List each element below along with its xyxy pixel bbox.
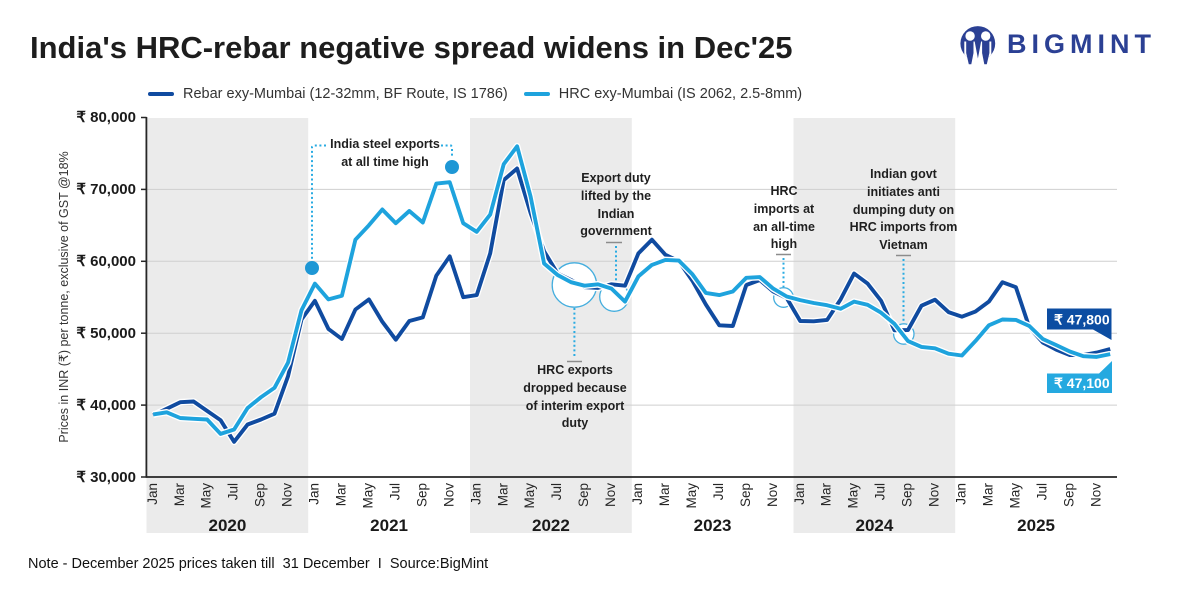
svg-text:May: May	[684, 483, 699, 509]
svg-text:Jul: Jul	[711, 483, 726, 500]
svg-text:May: May	[522, 483, 537, 509]
svg-text:₹ 47,100: ₹ 47,100	[1054, 375, 1110, 391]
svg-text:Jul: Jul	[549, 483, 564, 500]
svg-text:₹ 60,000: ₹ 60,000	[76, 253, 136, 270]
svg-text:2022: 2022	[532, 516, 570, 535]
svg-text:Nov: Nov	[603, 483, 618, 507]
svg-text:₹ 47,800: ₹ 47,800	[1054, 312, 1110, 328]
svg-text:Sep: Sep	[253, 483, 268, 507]
svg-text:Prices in INR (₹) per tonne, e: Prices in INR (₹) per tonne, exclusive o…	[57, 151, 71, 442]
svg-text:May: May	[199, 483, 214, 509]
svg-text:Mar: Mar	[819, 482, 834, 506]
svg-text:BIGMINT: BIGMINT	[1007, 29, 1156, 59]
svg-text:2020: 2020	[208, 516, 246, 535]
svg-text:Jul: Jul	[873, 483, 888, 500]
svg-text:Mar: Mar	[333, 482, 348, 506]
svg-text:May: May	[846, 483, 861, 509]
svg-text:Sep: Sep	[576, 483, 591, 507]
svg-text:Nov: Nov	[441, 483, 456, 507]
svg-text:Mar: Mar	[980, 482, 995, 506]
svg-text:2021: 2021	[370, 516, 408, 535]
svg-text:Sep: Sep	[900, 483, 915, 507]
svg-text:2023: 2023	[694, 516, 732, 535]
svg-text:Jan: Jan	[792, 483, 807, 505]
svg-text:2025: 2025	[1017, 516, 1055, 535]
svg-text:Sep: Sep	[738, 483, 753, 507]
svg-text:Nov: Nov	[1088, 483, 1103, 507]
svg-text:May: May	[1007, 483, 1022, 509]
svg-text:₹ 40,000: ₹ 40,000	[76, 397, 136, 414]
svg-text:May: May	[360, 483, 375, 509]
svg-text:Sep: Sep	[414, 483, 429, 507]
svg-text:₹ 80,000: ₹ 80,000	[76, 109, 136, 126]
svg-text:Jul: Jul	[1034, 483, 1049, 500]
svg-text:₹ 30,000: ₹ 30,000	[76, 469, 136, 486]
svg-text:Sep: Sep	[1061, 483, 1076, 507]
svg-text:Nov: Nov	[765, 483, 780, 507]
svg-text:Jan: Jan	[468, 483, 483, 505]
svg-text:Mar: Mar	[495, 482, 510, 506]
svg-text:₹ 50,000: ₹ 50,000	[76, 325, 136, 342]
svg-text:Mar: Mar	[657, 482, 672, 506]
svg-text:Mar: Mar	[172, 482, 187, 506]
svg-text:Jul: Jul	[387, 483, 402, 500]
svg-text:2024: 2024	[855, 516, 893, 535]
svg-text:Nov: Nov	[280, 483, 295, 507]
svg-text:Jul: Jul	[226, 483, 241, 500]
svg-text:₹ 70,000: ₹ 70,000	[76, 181, 136, 198]
svg-text:Jan: Jan	[306, 483, 321, 505]
svg-text:Jan: Jan	[953, 483, 968, 505]
svg-text:Jan: Jan	[145, 483, 160, 505]
svg-text:Jan: Jan	[630, 483, 645, 505]
svg-text:Nov: Nov	[927, 483, 942, 507]
